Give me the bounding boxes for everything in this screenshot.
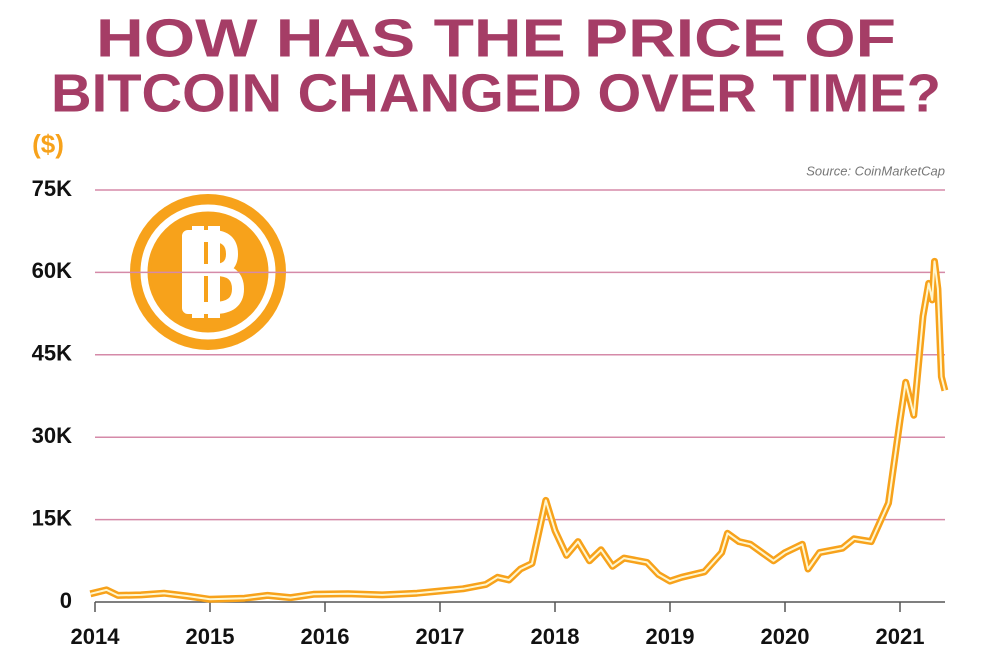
price-line-highlight (90, 260, 946, 601)
y-axis-label: ($) (32, 129, 64, 159)
x-tick-label: 2019 (646, 624, 695, 649)
source: Source: CoinMarketCap (806, 163, 945, 178)
chart-title: HOW HAS THE PRICE OF (96, 8, 896, 68)
chart-title: BITCOIN CHANGED OVER TIME? (51, 63, 941, 123)
x-tick-label: 2016 (301, 624, 350, 649)
y-tick-label: 60K (32, 258, 72, 283)
y-tick-label: 0 (60, 588, 72, 613)
y-tick-label: 45K (32, 341, 72, 366)
x-tick-label: 2017 (416, 624, 465, 649)
x-tick-label: 2018 (531, 624, 580, 649)
y-tick-label: 30K (32, 423, 72, 448)
y-tick-label: 15K (32, 505, 72, 530)
x-tick-label: 2020 (761, 624, 810, 649)
x-tick-label: 2014 (71, 624, 121, 649)
y-tick-label: 75K (32, 176, 72, 201)
x-tick-label: 2021 (876, 624, 925, 649)
x-tick-label: 2015 (186, 624, 235, 649)
